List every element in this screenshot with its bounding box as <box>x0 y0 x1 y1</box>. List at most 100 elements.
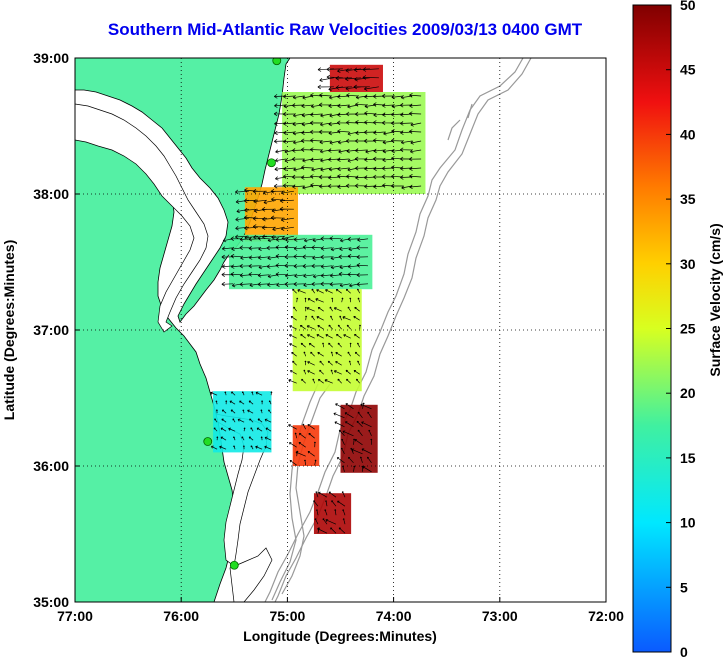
current-arrow <box>215 400 218 405</box>
colorbar-tick-label: 0 <box>680 644 688 659</box>
velocity-region-2 <box>244 187 299 242</box>
current-arrow <box>221 418 227 423</box>
current-arrow <box>301 378 306 384</box>
current-arrow <box>408 129 422 134</box>
current-arrow <box>304 306 307 312</box>
current-arrow <box>220 436 227 441</box>
current-arrow <box>326 74 343 80</box>
current-arrow <box>338 429 345 437</box>
current-arrow <box>309 147 323 152</box>
colorbar-tick-label: 35 <box>680 191 696 207</box>
current-arrow <box>310 351 315 357</box>
current-arrow <box>357 411 363 419</box>
current-arrow <box>290 316 297 321</box>
current-arrow <box>262 216 276 222</box>
current-arrow <box>320 246 333 251</box>
current-arrow <box>214 418 218 423</box>
current-arrow <box>230 271 243 277</box>
current-arrow <box>367 456 372 464</box>
current-arrow <box>248 255 261 260</box>
y-tick-label: 36:00 <box>33 458 69 474</box>
current-arrow <box>372 138 386 143</box>
current-arrow <box>260 409 263 414</box>
current-arrow <box>255 391 263 396</box>
current-arrow <box>337 500 346 507</box>
current-arrow <box>353 370 360 375</box>
current-arrow <box>253 199 267 204</box>
current-arrow <box>310 138 323 143</box>
current-arrow <box>337 129 350 134</box>
current-arrow <box>234 189 249 195</box>
current-arrow <box>221 254 234 260</box>
current-arrow <box>347 351 351 357</box>
current-arrow <box>296 297 299 303</box>
current-arrow <box>294 432 298 439</box>
current-arrow <box>340 447 345 454</box>
current-arrow <box>292 95 305 100</box>
current-arrow <box>343 334 351 339</box>
current-arrow <box>347 236 360 242</box>
velocity-region-8 <box>313 493 352 534</box>
current-arrow <box>239 400 245 405</box>
current-arrow <box>359 456 363 463</box>
current-arrow <box>229 400 236 405</box>
current-arrow <box>399 121 413 126</box>
current-arrow <box>329 282 342 287</box>
current-arrow <box>251 391 254 396</box>
current-arrow <box>356 254 369 260</box>
current-arrow <box>271 235 285 240</box>
current-arrow <box>283 139 296 144</box>
current-arrow <box>317 527 328 534</box>
current-arrow <box>373 148 386 154</box>
current-arrow <box>338 149 350 154</box>
delmarva-peninsula <box>75 58 291 323</box>
current-arrow <box>359 324 362 330</box>
current-arrow <box>283 94 296 99</box>
current-arrow <box>328 324 333 330</box>
current-arrow <box>329 140 341 145</box>
current-arrow <box>294 273 306 279</box>
current-arrow <box>243 427 246 432</box>
current-arrow <box>263 199 276 205</box>
current-arrow <box>292 184 305 189</box>
current-arrow <box>300 333 306 339</box>
y-tick-label: 38:00 <box>33 186 69 202</box>
current-arrow <box>339 283 351 288</box>
current-arrow <box>266 245 279 251</box>
current-arrow <box>305 315 308 321</box>
current-arrow <box>315 298 324 303</box>
current-arrow <box>409 184 422 190</box>
current-arrow <box>344 421 354 428</box>
current-arrow <box>329 236 342 241</box>
current-arrow <box>220 427 227 432</box>
current-arrow <box>221 409 227 414</box>
current-arrow <box>304 238 315 243</box>
current-arrow <box>337 68 352 73</box>
current-arrow <box>360 403 372 410</box>
current-arrow <box>270 189 285 194</box>
current-arrow <box>330 315 334 321</box>
current-arrow <box>362 67 379 72</box>
current-arrow <box>356 245 369 250</box>
current-arrow <box>336 457 345 464</box>
current-arrow <box>274 158 287 163</box>
current-arrow <box>307 334 315 339</box>
current-arrow <box>303 459 307 466</box>
x-tick-label: 74:00 <box>376 608 412 624</box>
current-arrow <box>338 254 350 260</box>
current-arrow <box>248 272 261 277</box>
current-arrow <box>270 391 273 396</box>
grid-lines <box>75 58 606 602</box>
current-arrow <box>338 527 346 534</box>
current-arrow <box>292 121 305 127</box>
current-arrow <box>257 418 263 423</box>
current-arrow <box>342 430 354 437</box>
current-arrow <box>313 441 316 448</box>
current-arrow <box>260 436 263 441</box>
current-arrow <box>292 360 297 366</box>
current-arrow <box>354 77 370 82</box>
current-arrow <box>409 93 422 98</box>
current-arrow <box>345 403 354 410</box>
current-arrow <box>274 103 287 108</box>
